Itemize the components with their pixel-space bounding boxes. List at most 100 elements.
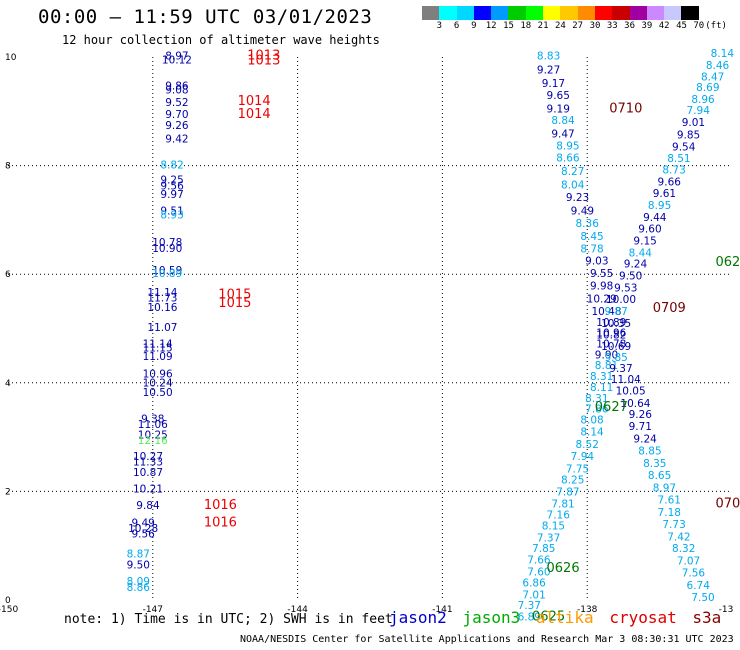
wave-height-label: 10.69 [601, 341, 631, 353]
legend-label: 45 [676, 21, 687, 31]
wave-height-label: 10.35 [601, 318, 631, 330]
wave-height-label: 9.54 [672, 141, 696, 153]
wave-height-label: 9.97 [160, 189, 183, 201]
wave-height-label: 8.45 [580, 231, 603, 243]
wave-height-label: 9.65 [547, 90, 570, 102]
wave-height-label: 7.37 [518, 600, 541, 612]
wave-height-label: 9.71 [629, 421, 652, 433]
satellite-legend: jason2 jason3 altika cryosat s3a [389, 608, 727, 627]
wave-height-label: 10.78 [152, 237, 182, 249]
wave-height-label: 8.32 [672, 543, 695, 555]
wave-height-label: 9.85 [604, 352, 627, 364]
wave-height-label: 9.55 [590, 268, 613, 280]
wave-height-label: 10.59 [152, 265, 182, 277]
legend-swatch [543, 6, 561, 20]
wave-height-label: 9.56 [131, 529, 155, 541]
legend-label: 30 [589, 21, 601, 31]
wave-height-label: 6.89 [518, 612, 541, 624]
pass-time-label: 0628 [715, 255, 740, 270]
wave-height-label: 8.04 [561, 179, 585, 191]
wave-height-label: 10.89 [596, 317, 626, 329]
legend-swatch [456, 6, 474, 20]
sat-jason2: jason2 [389, 608, 447, 627]
wave-height-label: 8.97 [165, 51, 188, 63]
pass-time-label: 0626 [547, 561, 580, 576]
wave-height-label: 12.16 [138, 435, 168, 447]
wave-height-label: 9.52 [165, 97, 188, 109]
wave-height-label: 9.60 [638, 223, 661, 235]
wave-height-label: 7.01 [522, 589, 545, 601]
wave-height-label: 8.31 [585, 393, 608, 405]
wave-height-label: 9.70 [165, 109, 188, 121]
wave-height-label: 8.11 [590, 382, 613, 394]
wave-height-label: 9.86 [165, 81, 189, 93]
x-axis-ticks: -150 -147 -144 -141 -138 -13 [0, 605, 733, 615]
wave-height-label: 9.66 [658, 177, 682, 189]
wave-height-label: 7.60 [527, 567, 550, 579]
wave-height-label: 9.26 [165, 120, 189, 132]
wave-height-label: 8.46 [706, 60, 730, 72]
wave-height-label: 10.87 [133, 467, 163, 479]
wave-height-label: 7.94 [687, 105, 711, 117]
pressure-label: 1015 [218, 296, 251, 311]
legend-swatch [664, 6, 682, 20]
grid-lines [8, 57, 732, 600]
wave-height-label: 8.93 [160, 209, 183, 221]
wave-height-label: 9.38 [141, 413, 164, 425]
legend-swatches [422, 6, 740, 20]
wave-height-label: 11.09 [143, 351, 173, 363]
wave-height-label: 10.89 [152, 268, 182, 280]
wave-height-label: 8.73 [662, 165, 685, 177]
wave-height-label: 9.08 [165, 84, 188, 96]
y-tick-label: 0 [5, 596, 11, 606]
wave-height-label: 9.53 [614, 283, 637, 295]
wave-height-label: 10.90 [152, 243, 182, 255]
wave-height-label: 7.16 [547, 510, 571, 522]
y-tick-label: 8 [5, 162, 11, 172]
wave-height-label: 11.07 [147, 322, 177, 334]
pressure-label: 1016 [204, 498, 237, 513]
wave-height-label: 7.66 [527, 555, 551, 567]
wave-height-label: 9.49 [571, 205, 594, 217]
wave-height-label: 10.21 [133, 483, 163, 495]
wave-height-label: 10.50 [143, 387, 173, 399]
wave-height-label: 8.35 [643, 458, 666, 470]
y-tick-label: 6 [5, 270, 11, 280]
wave-height-label: 7.86 [585, 404, 609, 416]
wave-height-label: 9.42 [165, 133, 188, 145]
wave-height-label: 10.64 [620, 398, 650, 410]
wave-height-label: 9.85 [677, 129, 700, 141]
legend-label: 36 [624, 21, 636, 31]
legend-label: 9 [471, 21, 477, 31]
wave-height-label: 9.01 [682, 117, 705, 129]
wave-height-label: 10.82 [596, 329, 626, 341]
wave-height-label: 8.15 [542, 520, 565, 532]
x-tick-label: -147 [143, 605, 163, 615]
wave-height-label: 9.61 [653, 188, 676, 200]
wave-height-label: 7.42 [667, 531, 690, 543]
wave-height-label: 10.27 [133, 451, 163, 463]
wave-height-label: 9.87 [604, 306, 627, 318]
y-tick-label: 4 [5, 379, 11, 389]
wave-height-label: 7.75 [566, 463, 589, 475]
legend-swatch [525, 6, 544, 20]
pressure-label: 1013 [247, 54, 280, 69]
wave-height-label: 9.03 [585, 255, 608, 267]
pass-time-label: 0708 [715, 497, 740, 512]
wave-height-label: 10.24 [143, 378, 173, 390]
legend-swatch [646, 6, 665, 20]
wave-height-label: 8.51 [667, 153, 690, 165]
wave-height-label: 7.81 [551, 499, 574, 511]
legend-swatch [491, 6, 509, 20]
wave-height-label: 8.87 [127, 549, 150, 561]
legend-label: 42 [658, 21, 670, 31]
wave-height-label: 8.78 [580, 243, 603, 255]
y-tick-label: 10 [5, 53, 17, 63]
wave-height-label: 9.90 [595, 349, 618, 361]
wave-height-label: 7.87 [556, 487, 579, 499]
wave-height-label: 8.36 [576, 218, 600, 230]
pass-time-label: 0709 [653, 301, 686, 316]
wave-height-label: 9.44 [643, 212, 667, 224]
wave-height-label: 11.15 [143, 342, 173, 354]
